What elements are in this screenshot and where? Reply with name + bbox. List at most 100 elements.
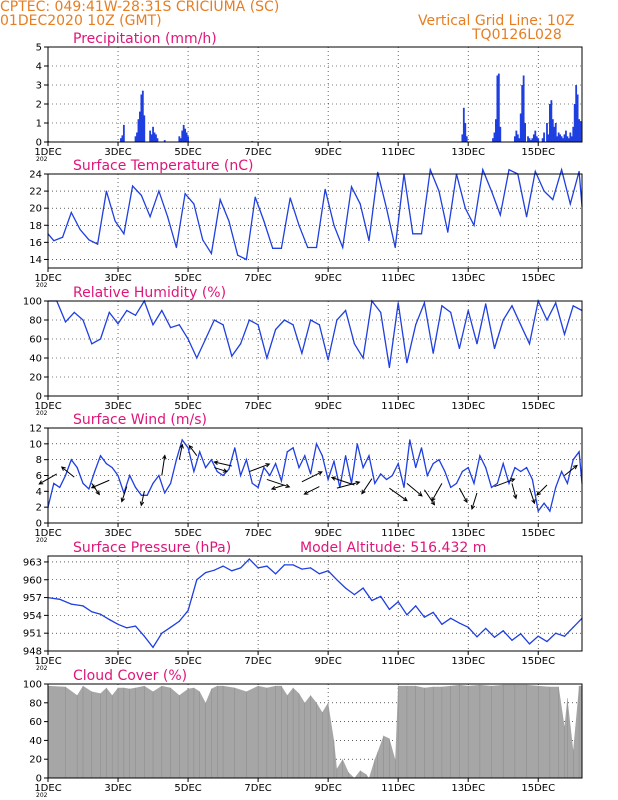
data-point: [82, 319, 84, 321]
series-line: [48, 298, 583, 368]
x-tick-label: 7DEC: [244, 656, 271, 667]
data-point: [441, 623, 443, 625]
data-point: [99, 613, 102, 615]
y-tick-label: 960: [23, 575, 42, 586]
data-point: [304, 455, 306, 457]
year-stub: 202: [36, 282, 48, 289]
data-point: [126, 309, 128, 312]
year-stub: 202: [36, 410, 48, 417]
data-point: [161, 309, 163, 312]
wind-arrow: [161, 455, 166, 476]
precip-bar: [465, 136, 468, 142]
panel-4: Surface Pressure (hPa) 948 951 954 957 960 963…: [23, 540, 583, 672]
wind-arrow: [331, 477, 355, 486]
year-stub: 202: [36, 792, 48, 799]
data-point: [388, 608, 391, 611]
data-point: [140, 494, 142, 496]
data-point: [187, 338, 189, 340]
precip-bar: [152, 126, 154, 142]
data-point: [560, 470, 563, 473]
x-tick-label: 5DEC: [174, 401, 201, 412]
data-point: [467, 309, 469, 312]
data-point: [531, 478, 533, 481]
wind-arrow: [188, 445, 198, 457]
data-point: [169, 482, 172, 485]
data-point: [53, 482, 55, 485]
data-point: [572, 626, 574, 628]
wind-arrow: [406, 483, 423, 497]
data-point: [99, 455, 102, 457]
data-point: [546, 640, 548, 643]
y-tick-label: 954: [23, 611, 42, 622]
wind-arrow: [511, 483, 517, 499]
wind-arrow-head: [179, 443, 184, 449]
panel-frame: [47, 427, 583, 524]
wind-arrow: [361, 478, 373, 494]
data-point: [362, 466, 364, 469]
data-point: [210, 459, 213, 461]
data-point: [301, 352, 303, 354]
data-point: [289, 197, 291, 199]
wind-arrow: [301, 471, 323, 483]
data-point: [485, 466, 487, 469]
wind-arrow: [121, 486, 128, 502]
y-tick-label: 12: [29, 424, 42, 435]
data-point: [132, 185, 134, 187]
precip-bar: [464, 123, 467, 142]
panel-frame: [47, 555, 583, 652]
x-tick-label: 11DEC: [381, 783, 415, 794]
data-point: [99, 338, 102, 340]
data-point: [528, 343, 531, 345]
data-point: [97, 243, 99, 245]
data-point: [490, 486, 493, 488]
data-point: [146, 494, 148, 496]
x-tick-label: 3DEC: [104, 401, 131, 412]
x-tick-label: 15DEC: [521, 783, 555, 794]
precip-bar: [546, 123, 548, 142]
data-point: [175, 246, 177, 249]
y-tick-label: 3: [36, 81, 42, 92]
x-tick-label: 9DEC: [314, 147, 341, 158]
x-tick-label: 9DEC: [314, 273, 341, 284]
data-point: [257, 486, 259, 488]
x-tick-label: 1DEC: [34, 528, 61, 539]
x-tick-label: 11DEC: [381, 401, 415, 412]
data-point: [333, 460, 335, 462]
x-tick-label: 9DEC: [314, 656, 341, 667]
data-point: [167, 216, 169, 218]
data-point: [280, 480, 283, 482]
panel-title: Surface Wind (m/s): [73, 412, 207, 428]
panel-2: Relative Humidity (%) 0 20 40 60 80 100 1DEC 3DE…: [23, 285, 583, 417]
wind-arrow: [304, 486, 320, 495]
wind-arrow-head: [402, 496, 408, 502]
data-point: [79, 228, 81, 231]
data-point: [353, 343, 355, 345]
data-point: [108, 311, 110, 313]
x-tick-label: 13DEC: [451, 273, 485, 284]
wind-arrow: [424, 489, 435, 506]
data-point: [231, 570, 233, 572]
x-tick-label: 11DEC: [381, 273, 415, 284]
station-title: CPTEC: 049:41W-28:31S CRICIUMA (SC): [0, 0, 280, 15]
data-point: [423, 302, 426, 304]
wind-arrow: [266, 478, 290, 488]
y-tick-label: 6: [36, 471, 42, 482]
data-point: [473, 482, 475, 485]
data-point: [353, 593, 355, 596]
data-point: [327, 478, 329, 481]
precip-bar: [547, 134, 550, 142]
data-point: [560, 169, 563, 171]
data-point: [543, 502, 545, 504]
wind-arrow-head: [536, 491, 541, 496]
data-point: [543, 190, 545, 192]
y-tick-label: 60: [29, 335, 42, 346]
data-point: [552, 199, 554, 201]
data-point: [385, 207, 388, 209]
wind-arrow-head: [430, 500, 436, 506]
wind-arrow: [564, 465, 578, 476]
data-point: [525, 466, 528, 469]
data-point: [129, 474, 131, 477]
panel-5: Cloud Cover (%) 0 20 40 60 80 100 1DEC 3DEC 5DEC 7…: [23, 668, 583, 799]
data-point: [391, 474, 393, 477]
data-point: [520, 470, 522, 473]
